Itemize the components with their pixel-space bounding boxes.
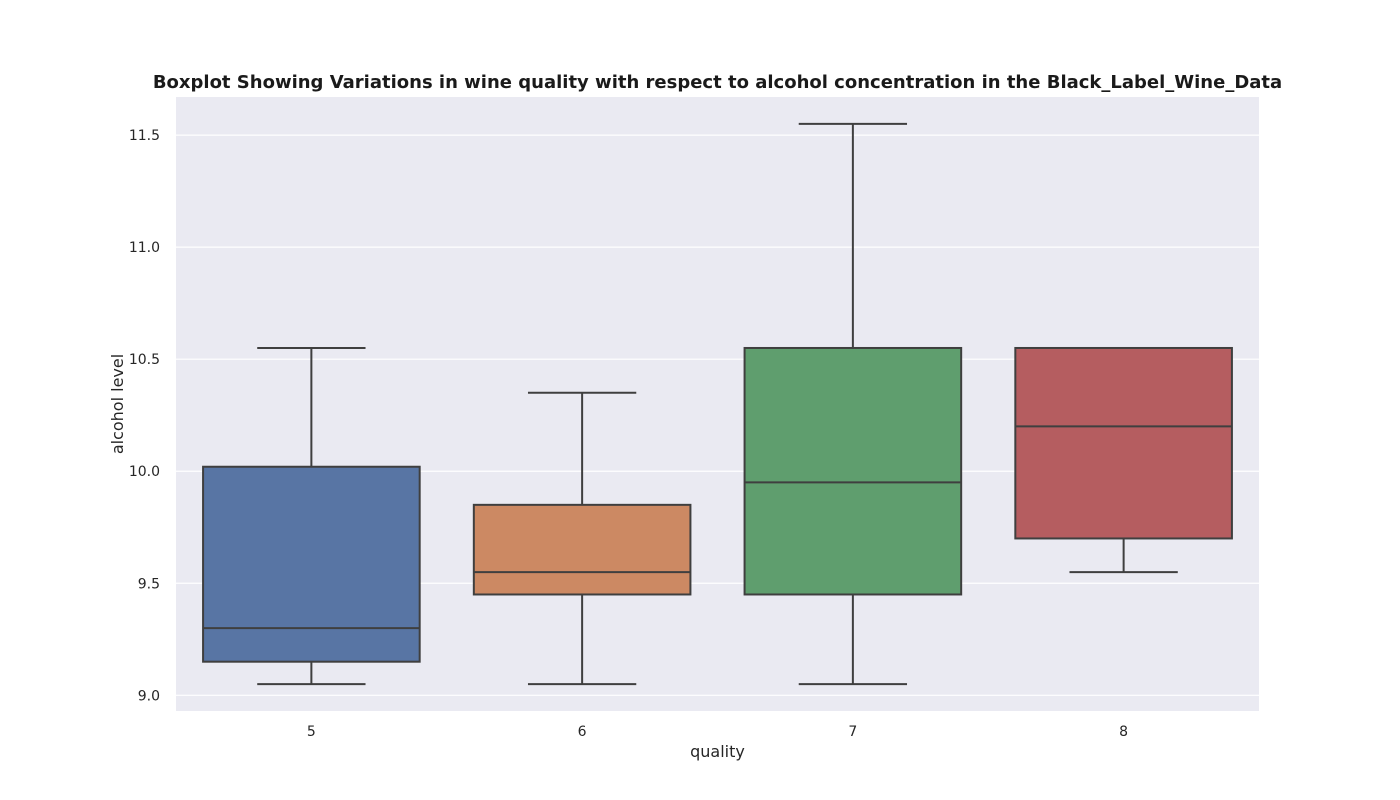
x-tick-label: 7 (848, 724, 857, 740)
iqr-box (472, 503, 692, 596)
x-tick-label: 5 (307, 724, 316, 740)
iqr-box (1014, 346, 1233, 540)
box-8 (1014, 346, 1233, 574)
box-7 (743, 122, 963, 686)
iqr-box (202, 465, 421, 663)
y-axis-label: alcohol level (108, 354, 127, 454)
iqr-box (743, 346, 963, 596)
x-tick-label: 6 (578, 724, 587, 740)
y-tick-label: 9.0 (138, 688, 160, 704)
y-tick-label: 9.5 (138, 576, 160, 592)
y-tick-label: 11.5 (129, 128, 160, 144)
y-axis-ticks: 9.0 9.5 10.0 10.5 11.0 11.5 (129, 128, 160, 704)
x-tick-label: 8 (1119, 724, 1128, 740)
x-axis-ticks: 5 6 7 8 (307, 724, 1128, 740)
y-tick-label: 11.0 (129, 240, 160, 256)
chart-title: Boxplot Showing Variations in wine quali… (153, 72, 1282, 93)
y-tick-label: 10.5 (129, 352, 160, 368)
box-5 (202, 346, 421, 686)
x-axis-label: quality (690, 742, 745, 761)
box-series (202, 122, 1233, 686)
box-6 (472, 391, 692, 686)
y-tick-label: 10.0 (129, 464, 160, 480)
